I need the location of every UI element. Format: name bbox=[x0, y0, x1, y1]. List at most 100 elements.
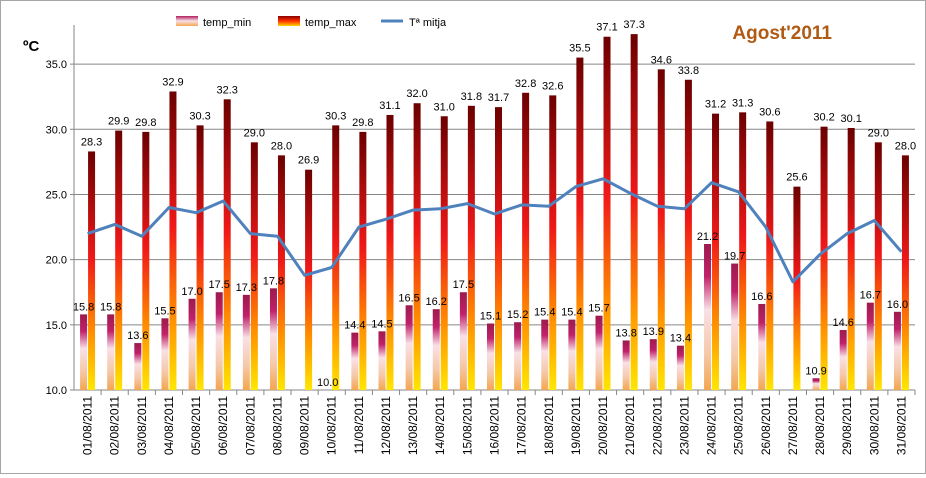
data-label-temp-min: 16.5 bbox=[398, 292, 419, 304]
data-label-temp-min: 16.0 bbox=[887, 299, 908, 311]
data-label-temp-min: 16.2 bbox=[426, 296, 447, 308]
bar-temp-max bbox=[657, 69, 665, 391]
y-tick-label: 35.0 bbox=[46, 59, 67, 71]
data-label-temp-min: 15.8 bbox=[73, 301, 94, 313]
y-tick-label: 20.0 bbox=[46, 255, 67, 267]
gridlines bbox=[70, 25, 916, 395]
data-label-temp-min: 14.4 bbox=[344, 320, 365, 332]
data-label-temp-max: 34.6 bbox=[651, 54, 672, 66]
bar-temp-max bbox=[684, 79, 692, 390]
legend-swatch-temp-max bbox=[278, 16, 300, 26]
bars bbox=[80, 34, 909, 391]
x-tick-label: 09/08/2011 bbox=[298, 396, 312, 455]
bar-temp-min bbox=[351, 332, 359, 390]
bar-temp-max bbox=[603, 36, 611, 390]
x-tick-label: 12/08/2011 bbox=[379, 396, 393, 455]
data-label-temp-max: 29.8 bbox=[352, 117, 373, 129]
data-labels: 15.8 28.3 15.8 29.9 13.6 29.8 15.5 32.9 17.0 30.3… bbox=[73, 19, 916, 389]
data-label-temp-max: 31.1 bbox=[379, 100, 400, 112]
data-label-temp-min: 15.4 bbox=[561, 307, 582, 319]
data-label-temp-min: 15.4 bbox=[534, 307, 555, 319]
data-label-temp-max: 29.0 bbox=[868, 127, 889, 139]
bar-temp-min bbox=[269, 288, 277, 390]
bar-temp-max bbox=[630, 34, 638, 390]
data-label-temp-max: 37.3 bbox=[623, 19, 644, 31]
data-label-temp-min: 21.2 bbox=[697, 231, 718, 243]
data-label-temp-max: 31.2 bbox=[705, 99, 726, 111]
bar-temp-max bbox=[576, 57, 584, 390]
data-label-temp-max: 25.6 bbox=[786, 172, 807, 184]
bar-temp-max bbox=[332, 125, 340, 390]
x-tick-label: 05/08/2011 bbox=[189, 396, 203, 455]
data-label-temp-min: 10.0 bbox=[317, 377, 338, 389]
bar-temp-min bbox=[487, 323, 494, 390]
x-tick-label: 01/08/2011 bbox=[81, 396, 95, 455]
bar-temp-max bbox=[793, 186, 801, 390]
chart-title: Agost'2011 bbox=[732, 23, 832, 44]
x-tick-label: 11/08/2011 bbox=[352, 396, 366, 455]
x-tick-label: 10/08/2011 bbox=[325, 396, 339, 455]
bar-temp-max bbox=[522, 92, 530, 391]
data-label-temp-max: 28.3 bbox=[81, 136, 102, 148]
data-label-temp-min: 19.7 bbox=[724, 251, 745, 263]
bar-temp-min bbox=[80, 314, 88, 390]
legend-label-temp-min: temp_min bbox=[203, 17, 251, 29]
x-axis-ticks: 01/08/2011 02/08/2011 03/08/2011 04/08/2011… bbox=[81, 396, 909, 455]
x-tick-label: 26/08/2011 bbox=[759, 396, 773, 455]
data-label-temp-max: 31.8 bbox=[461, 91, 482, 103]
x-tick-label: 04/08/2011 bbox=[162, 396, 176, 455]
bar-temp-min bbox=[432, 309, 440, 390]
x-tick-label: 14/08/2011 bbox=[433, 396, 447, 455]
bar-temp-min bbox=[215, 292, 223, 390]
data-label-temp-min: 16.6 bbox=[751, 291, 772, 303]
data-label-temp-min: 17.5 bbox=[208, 279, 229, 291]
legend-swatch-temp-min bbox=[176, 16, 198, 26]
y-tick-label: 25.0 bbox=[46, 189, 67, 201]
x-tick-label: 18/08/2011 bbox=[542, 396, 556, 455]
x-tick-label: 31/08/2011 bbox=[894, 396, 908, 455]
y-axis-ticks: 10.0 15.0 20.0 25.0 30.0 35.0 bbox=[46, 59, 67, 397]
legend-label-t-mitja: Tª mitja bbox=[409, 17, 447, 29]
bar-temp-max bbox=[901, 155, 909, 390]
legend: temp_min temp_max Tª mitja bbox=[176, 16, 447, 29]
data-label-temp-max: 33.8 bbox=[678, 65, 699, 77]
y-tick-label: 30.0 bbox=[46, 124, 67, 136]
x-tick-label: 17/08/2011 bbox=[515, 396, 529, 455]
x-tick-label: 07/08/2011 bbox=[243, 396, 257, 455]
data-label-temp-max: 35.5 bbox=[569, 43, 590, 55]
data-label-temp-min: 10.9 bbox=[805, 365, 826, 377]
bar-temp-max bbox=[359, 131, 367, 390]
data-label-temp-min: 16.7 bbox=[860, 290, 881, 302]
bar-temp-min bbox=[758, 303, 766, 390]
data-label-temp-max: 28.0 bbox=[271, 140, 292, 152]
bar-temp-min bbox=[242, 294, 250, 390]
bar-temp-min bbox=[731, 263, 739, 390]
x-tick-label: 23/08/2011 bbox=[677, 396, 691, 455]
x-tick-label: 19/08/2011 bbox=[569, 396, 583, 455]
data-label-temp-min: 15.8 bbox=[100, 301, 121, 313]
data-label-temp-min: 15.2 bbox=[507, 309, 528, 321]
bar-temp-min bbox=[188, 298, 196, 390]
mean-temp-line bbox=[87, 177, 903, 284]
bar-temp-min bbox=[405, 305, 413, 390]
x-tick-label: 20/08/2011 bbox=[596, 396, 610, 455]
bar-temp-min bbox=[459, 292, 467, 390]
data-label-temp-max: 30.3 bbox=[325, 110, 346, 122]
bar-temp-max bbox=[250, 142, 258, 390]
data-label-temp-max: 32.6 bbox=[542, 80, 563, 92]
data-label-temp-max: 30.3 bbox=[189, 110, 210, 122]
data-label-temp-max: 37.1 bbox=[596, 22, 617, 34]
bar-temp-min bbox=[568, 319, 576, 390]
data-label-temp-max: 29.8 bbox=[135, 117, 156, 129]
data-label-temp-min: 17.0 bbox=[181, 286, 202, 298]
data-label-temp-max: 30.1 bbox=[840, 113, 861, 125]
data-label-temp-min: 17.5 bbox=[453, 279, 474, 291]
bar-temp-min bbox=[839, 330, 847, 390]
data-label-temp-max: 29.0 bbox=[244, 127, 265, 139]
bar-temp-max bbox=[115, 130, 123, 390]
y-tick-label: 15.0 bbox=[46, 320, 67, 332]
x-tick-label: 27/08/2011 bbox=[786, 396, 800, 455]
bar-temp-min bbox=[704, 244, 712, 390]
data-label-temp-max: 32.8 bbox=[515, 78, 536, 90]
